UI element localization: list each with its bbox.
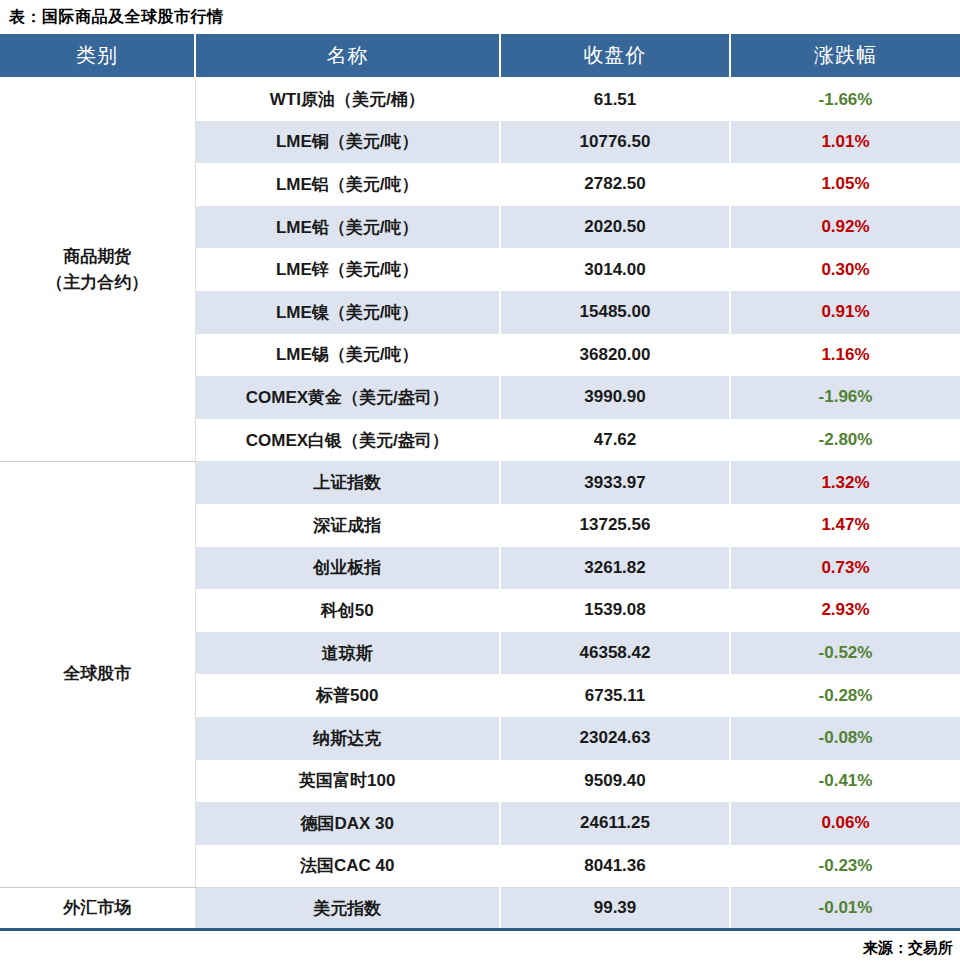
name-cell: 道琼斯 [195, 632, 500, 675]
change-cell: 2.93% [730, 589, 960, 632]
table-row: 全球股市 上证指数 3933.97 1.32% [0, 461, 960, 504]
col-header-close: 收盘价 [500, 34, 730, 78]
name-cell: WTI原油（美元/桶） [195, 78, 500, 121]
change-cell: -2.80% [730, 419, 960, 462]
source-note: 来源：交易所 [0, 939, 960, 958]
change-cell: -0.28% [730, 674, 960, 717]
close-cell: 3014.00 [500, 248, 730, 291]
change-cell: -1.96% [730, 376, 960, 419]
close-cell: 23024.63 [500, 717, 730, 760]
name-cell: 纳斯达克 [195, 717, 500, 760]
close-cell: 2020.50 [500, 206, 730, 249]
close-cell: 46358.42 [500, 632, 730, 675]
header-row: 类别 名称 收盘价 涨跌幅 [0, 34, 960, 78]
name-cell: 科创50 [195, 589, 500, 632]
name-cell: LME铅（美元/吨） [195, 206, 500, 249]
change-cell: 0.91% [730, 291, 960, 334]
close-cell: 36820.00 [500, 334, 730, 377]
change-cell: -0.23% [730, 845, 960, 888]
change-cell: 0.06% [730, 802, 960, 845]
change-cell: 1.01% [730, 121, 960, 164]
col-header-category: 类别 [0, 34, 195, 78]
change-cell: 0.73% [730, 547, 960, 590]
close-cell: 3990.90 [500, 376, 730, 419]
name-cell: LME铝（美元/吨） [195, 163, 500, 206]
close-cell: 8041.36 [500, 845, 730, 888]
change-cell: 0.30% [730, 248, 960, 291]
name-cell: 标普500 [195, 674, 500, 717]
col-header-change: 涨跌幅 [730, 34, 960, 78]
close-cell: 1539.08 [500, 589, 730, 632]
close-cell: 9509.40 [500, 760, 730, 803]
close-cell: 10776.50 [500, 121, 730, 164]
close-cell: 24611.25 [500, 802, 730, 845]
name-cell: LME锡（美元/吨） [195, 334, 500, 377]
change-cell: 0.92% [730, 206, 960, 249]
close-cell: 61.51 [500, 78, 730, 121]
name-cell: 创业板指 [195, 547, 500, 590]
name-cell: 美元指数 [195, 887, 500, 930]
change-cell: -0.08% [730, 717, 960, 760]
close-cell: 2782.50 [500, 163, 730, 206]
close-cell: 99.39 [500, 887, 730, 930]
category-cell: 商品期货 （主力合约） [0, 78, 195, 461]
close-cell: 6735.11 [500, 674, 730, 717]
market-table: 类别 名称 收盘价 涨跌幅 商品期货 （主力合约） WTI原油（美元/桶） 61… [0, 34, 960, 931]
category-cell: 全球股市 [0, 461, 195, 887]
change-cell: -0.41% [730, 760, 960, 803]
name-cell: 英国富时100 [195, 760, 500, 803]
col-header-name: 名称 [195, 34, 500, 78]
name-cell: 上证指数 [195, 461, 500, 504]
category-cell: 外汇市场 [0, 887, 195, 930]
name-cell: 德国DAX 30 [195, 802, 500, 845]
change-cell: 1.16% [730, 334, 960, 377]
change-cell: -0.52% [730, 632, 960, 675]
close-cell: 47.62 [500, 419, 730, 462]
table-row: 商品期货 （主力合约） WTI原油（美元/桶） 61.51 -1.66% [0, 78, 960, 121]
change-cell: -0.01% [730, 887, 960, 930]
close-cell: 3261.82 [500, 547, 730, 590]
name-cell: LME铜（美元/吨） [195, 121, 500, 164]
name-cell: 法国CAC 40 [195, 845, 500, 888]
name-cell: 深证成指 [195, 504, 500, 547]
close-cell: 13725.56 [500, 504, 730, 547]
change-cell: 1.47% [730, 504, 960, 547]
name-cell: LME锌（美元/吨） [195, 248, 500, 291]
name-cell: LME镍（美元/吨） [195, 291, 500, 334]
table-row: 外汇市场 美元指数 99.39 -0.01% [0, 887, 960, 930]
table-title: 表：国际商品及全球股市行情 [0, 0, 960, 34]
change-cell: 1.32% [730, 461, 960, 504]
name-cell: COMEX黄金（美元/盎司） [195, 376, 500, 419]
change-cell: 1.05% [730, 163, 960, 206]
change-cell: -1.66% [730, 78, 960, 121]
name-cell: COMEX白银（美元/盎司） [195, 419, 500, 462]
market-report-figure: 表：国际商品及全球股市行情 类别 名称 收盘价 涨跌幅 商品期货 （主力合约） … [0, 0, 960, 969]
close-cell: 3933.97 [500, 461, 730, 504]
close-cell: 15485.00 [500, 291, 730, 334]
